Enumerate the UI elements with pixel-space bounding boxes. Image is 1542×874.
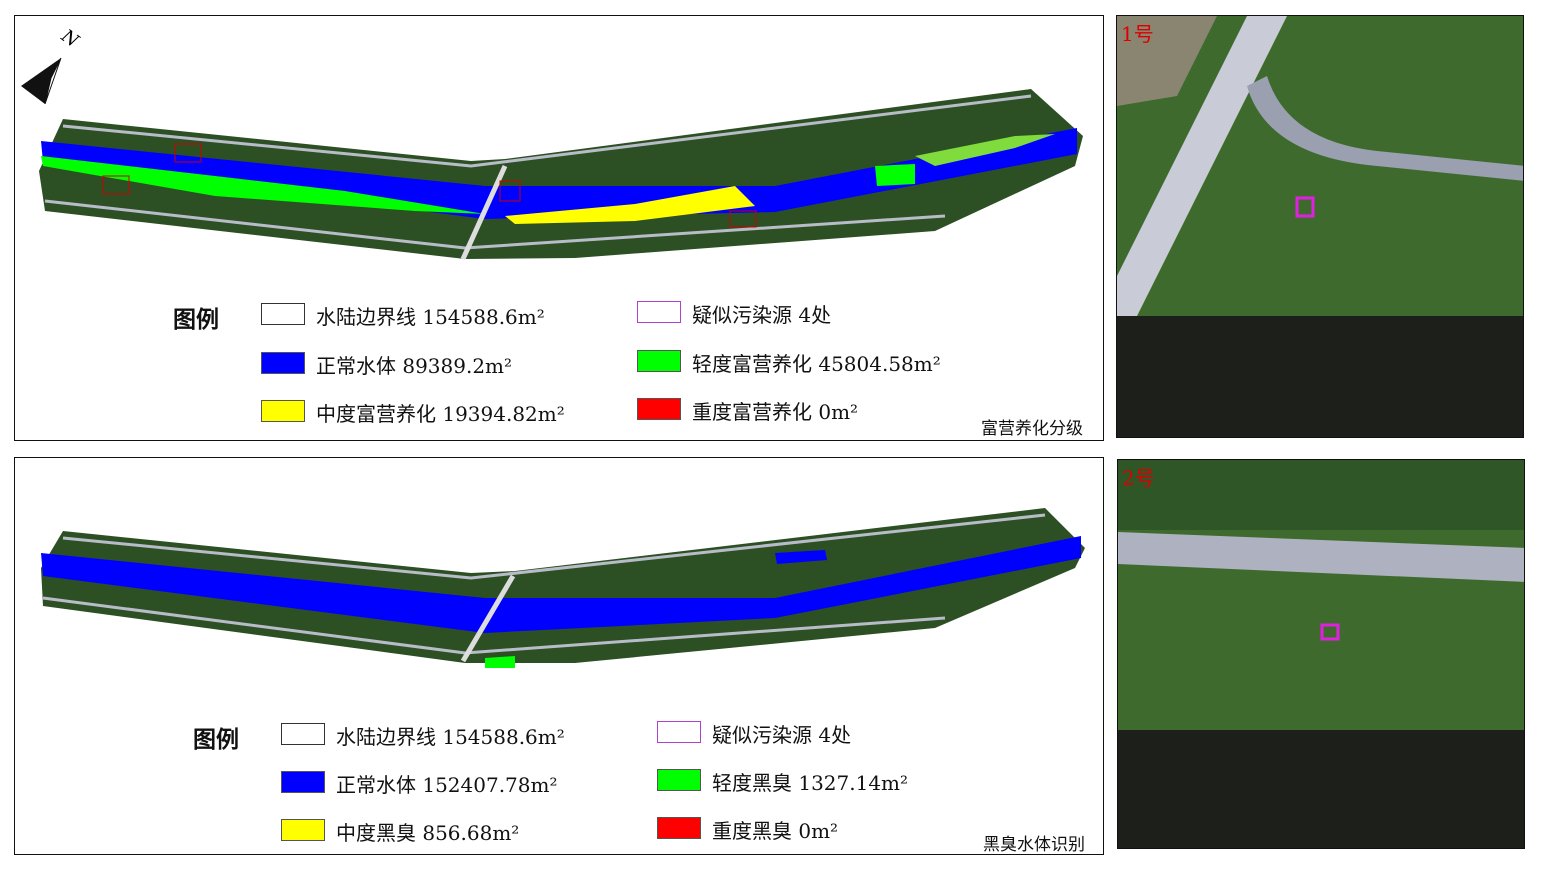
legend-swatch-pollution — [637, 301, 681, 323]
legend-title: 图例 — [173, 306, 219, 333]
north-label: N — [57, 25, 84, 53]
legend-swatch-light — [657, 769, 701, 791]
land-strip — [41, 508, 1085, 663]
legend-swatch-boundary — [261, 303, 305, 325]
legend-label: 疑似污染源 4处 — [712, 723, 852, 747]
legend-label: 正常水体 89389.2m² — [316, 354, 513, 378]
pollution-source-marker — [1295, 196, 1315, 218]
light-eutrophic-zone — [915, 134, 1055, 166]
legend-swatch-boundary — [281, 723, 325, 745]
river-water — [41, 536, 1081, 633]
legend-swatch-normal — [281, 771, 325, 793]
legend-swatch-severe — [657, 817, 701, 839]
pollution-source-marker — [1320, 623, 1340, 641]
land-strip — [39, 89, 1083, 259]
aerial-photo-2: 2号 — [1117, 459, 1525, 849]
eutrophication-river-map: N — [21, 25, 1083, 261]
black-odor-river-map — [41, 508, 1085, 668]
legend-swatch-moderate — [281, 819, 325, 841]
map-caption: 黑臭水体识别 — [983, 835, 1085, 855]
legend-title: 图例 — [193, 726, 239, 753]
pollution-source-marker — [102, 175, 130, 195]
legend-swatch-moderate — [261, 400, 305, 422]
pollution-source-marker — [499, 180, 521, 202]
pollution-source-marker — [174, 143, 202, 163]
legend-label: 中度黑臭 856.68m² — [336, 821, 520, 845]
light-eutrophic-zone — [41, 156, 485, 214]
legend-label: 重度富营养化 0m² — [692, 400, 859, 424]
light-eutrophic-zone — [875, 164, 915, 186]
moderate-eutrophic-zone — [505, 186, 755, 224]
legend-label: 重度黑臭 0m² — [712, 819, 839, 843]
aerial-photo-1: 1号 — [1116, 15, 1524, 438]
legend-swatch-light — [637, 350, 681, 372]
legend-label: 正常水体 152407.78m² — [336, 773, 558, 797]
black-odor-map-panel: 图例 水陆边界线 154588.6m² 疑似污染源 4处 正常水体 152407… — [14, 457, 1104, 855]
photo-label: 2号 — [1122, 466, 1155, 490]
north-arrow-icon — [21, 57, 62, 105]
legend-swatch-severe — [637, 398, 681, 420]
river-water — [41, 128, 1077, 219]
legend-label: 水陆边界线 154588.6m² — [316, 305, 545, 329]
legend-label: 疑似污染源 4处 — [692, 303, 832, 327]
light-black-odor-zone — [485, 656, 515, 668]
legend-swatch-normal — [261, 352, 305, 374]
legend-label: 轻度黑臭 1327.14m² — [712, 771, 909, 795]
map-caption: 富营养化分级 — [981, 419, 1083, 439]
legend-label: 轻度富营养化 45804.58m² — [692, 352, 941, 376]
legend-label: 水陆边界线 154588.6m² — [336, 725, 565, 749]
eutrophication-map-panel: N 图例 水陆边界线 154588.6m² 疑似污染源 4处 正常水体 8938… — [14, 15, 1104, 441]
photo-label: 1号 — [1121, 22, 1154, 46]
water-pond — [775, 550, 827, 564]
pollution-source-marker — [729, 210, 757, 228]
legend-label: 中度富营养化 19394.82m² — [316, 402, 565, 426]
legend-swatch-pollution — [657, 721, 701, 743]
